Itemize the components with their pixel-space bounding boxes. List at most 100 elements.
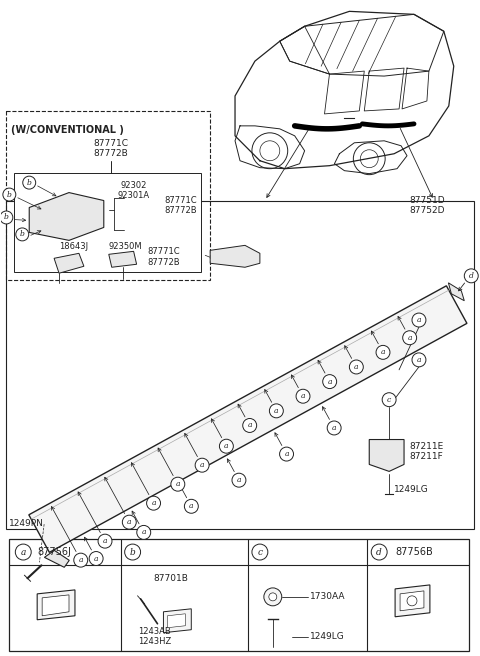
Text: a: a	[301, 392, 305, 400]
Circle shape	[279, 447, 293, 461]
Circle shape	[264, 588, 282, 606]
Text: a: a	[248, 421, 252, 430]
Circle shape	[89, 552, 103, 565]
Circle shape	[382, 393, 396, 407]
Circle shape	[412, 313, 426, 327]
Circle shape	[464, 269, 478, 283]
Text: 87771C
87772B: 87771C 87772B	[164, 195, 197, 215]
Polygon shape	[44, 550, 69, 567]
Polygon shape	[37, 590, 75, 620]
Text: 87771C
87772B: 87771C 87772B	[148, 247, 180, 267]
Circle shape	[125, 544, 141, 560]
Text: a: a	[94, 554, 98, 562]
Text: b: b	[20, 230, 24, 238]
Text: b: b	[27, 178, 32, 186]
Circle shape	[0, 211, 13, 224]
Text: a: a	[142, 528, 146, 537]
Circle shape	[296, 389, 310, 403]
Polygon shape	[400, 591, 424, 611]
Text: 87211E
87211F: 87211E 87211F	[409, 441, 443, 461]
Circle shape	[195, 459, 209, 472]
Text: a: a	[327, 378, 332, 386]
Circle shape	[407, 596, 417, 606]
Circle shape	[23, 176, 36, 189]
Text: b: b	[130, 548, 135, 556]
Text: 1243AB
1243HZ: 1243AB 1243HZ	[139, 626, 172, 646]
Circle shape	[74, 553, 88, 567]
Polygon shape	[29, 193, 104, 240]
Text: 18643J: 18643J	[59, 242, 88, 251]
Text: a: a	[274, 407, 278, 415]
Circle shape	[327, 421, 341, 435]
Circle shape	[323, 375, 336, 388]
Text: c: c	[257, 548, 263, 556]
Polygon shape	[395, 585, 430, 617]
Circle shape	[184, 499, 198, 513]
Text: c: c	[387, 396, 391, 403]
Circle shape	[412, 353, 426, 367]
Circle shape	[122, 515, 136, 529]
Circle shape	[3, 188, 16, 201]
Text: a: a	[237, 476, 241, 484]
Text: 87701B: 87701B	[153, 574, 188, 583]
Text: d: d	[376, 548, 382, 556]
Text: a: a	[189, 502, 193, 510]
Text: 1730AA: 1730AA	[310, 592, 345, 602]
Text: (W/CONVENTIONAL ): (W/CONVENTIONAL )	[12, 125, 124, 135]
Text: 87751D
87752D: 87751D 87752D	[409, 195, 444, 215]
Circle shape	[137, 525, 151, 539]
Polygon shape	[164, 609, 192, 632]
Bar	[9, 539, 468, 651]
Text: 1249PN: 1249PN	[9, 519, 44, 528]
Circle shape	[98, 534, 112, 548]
Circle shape	[16, 228, 29, 241]
Text: a: a	[21, 548, 26, 556]
Circle shape	[252, 544, 268, 560]
Bar	[14, 173, 201, 272]
Text: a: a	[417, 316, 421, 324]
Text: a: a	[224, 442, 228, 450]
Text: d: d	[469, 272, 474, 280]
Bar	[6, 111, 210, 280]
Bar	[6, 201, 474, 529]
Text: a: a	[200, 461, 204, 469]
Text: 87756B: 87756B	[395, 547, 433, 557]
Polygon shape	[54, 253, 84, 274]
Text: a: a	[151, 499, 156, 507]
Circle shape	[171, 477, 185, 491]
Circle shape	[269, 404, 283, 418]
Circle shape	[219, 440, 233, 453]
Text: a: a	[284, 450, 289, 458]
Polygon shape	[168, 614, 185, 628]
Text: 92302: 92302	[120, 180, 147, 190]
Text: a: a	[408, 334, 412, 342]
Polygon shape	[210, 245, 260, 267]
Text: a: a	[354, 363, 359, 371]
Circle shape	[243, 419, 257, 432]
Text: b: b	[4, 213, 9, 222]
Text: b: b	[7, 190, 12, 199]
Text: a: a	[332, 424, 336, 432]
Text: a: a	[103, 537, 107, 545]
Polygon shape	[369, 440, 404, 472]
Text: a: a	[127, 518, 132, 526]
Text: 92301A: 92301A	[118, 191, 150, 199]
Circle shape	[269, 593, 277, 601]
Text: 1249LG: 1249LG	[310, 632, 344, 641]
Text: a: a	[417, 356, 421, 364]
Polygon shape	[29, 286, 467, 552]
Circle shape	[376, 345, 390, 359]
Circle shape	[232, 473, 246, 487]
Circle shape	[371, 544, 387, 560]
Polygon shape	[42, 595, 69, 616]
Text: 87771C
87772B: 87771C 87772B	[93, 139, 128, 158]
Polygon shape	[109, 251, 137, 267]
Text: a: a	[176, 480, 180, 488]
Text: 1249LG: 1249LG	[394, 485, 429, 494]
Circle shape	[349, 360, 363, 374]
Text: a: a	[79, 556, 83, 564]
Circle shape	[403, 331, 417, 344]
Text: 92350M: 92350M	[109, 242, 143, 251]
Circle shape	[15, 544, 31, 560]
Circle shape	[146, 496, 160, 510]
